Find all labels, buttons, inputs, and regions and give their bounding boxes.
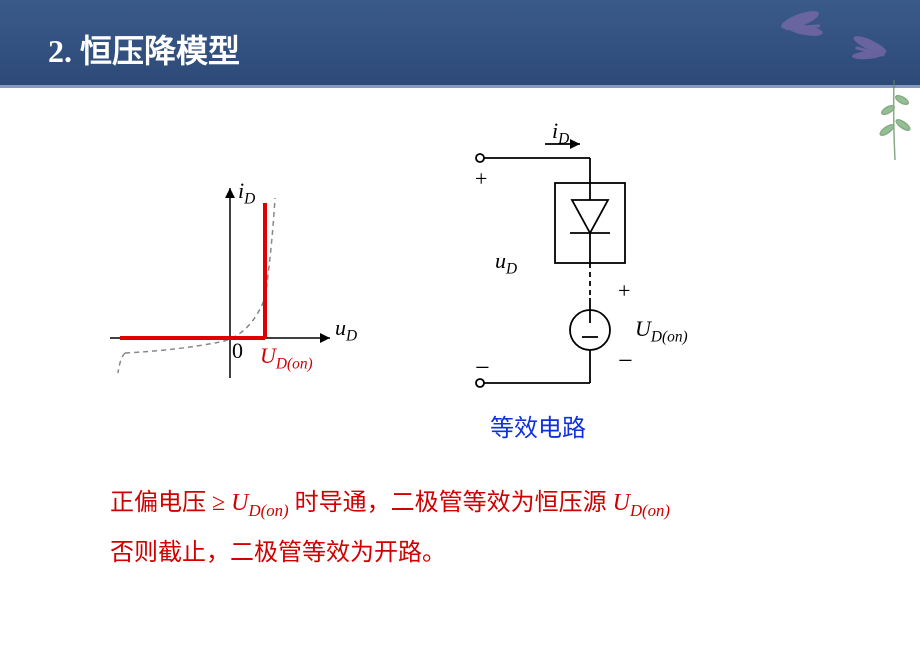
threshold-label: UD(on) [260, 343, 313, 373]
circuit-minus-bottom: − [475, 353, 490, 383]
circuit-src-minus: − [618, 346, 633, 376]
circuit-plus-top: + [475, 166, 487, 192]
origin-label: 0 [232, 338, 243, 364]
description-line-2: 否则截止，二极管等效为开路。 [110, 528, 670, 578]
circuit-udon-label: UD(on) [635, 316, 688, 346]
circuit-u-label: uD [495, 248, 517, 278]
y-axis-label: iD [238, 178, 255, 208]
circuit-i-label: iD [552, 118, 569, 148]
circuit-src-plus: + [618, 278, 630, 304]
slide-body: iD uD 0 UD(on) [0, 88, 920, 649]
description-line-1: 正偏电压 ≥ UD(on) 时导通，二极管等效为恒压源 UD(on) [110, 478, 670, 528]
x-axis-label: uD [335, 315, 357, 345]
equivalent-circuit: iD + uD − + UD(on) − [460, 128, 740, 418]
description-text: 正偏电压 ≥ UD(on) 时导通，二极管等效为恒压源 UD(on) 否则截止，… [110, 478, 670, 579]
equivalent-circuit-caption: 等效电路 [490, 408, 586, 443]
iv-graph: iD uD 0 UD(on) [110, 178, 380, 388]
